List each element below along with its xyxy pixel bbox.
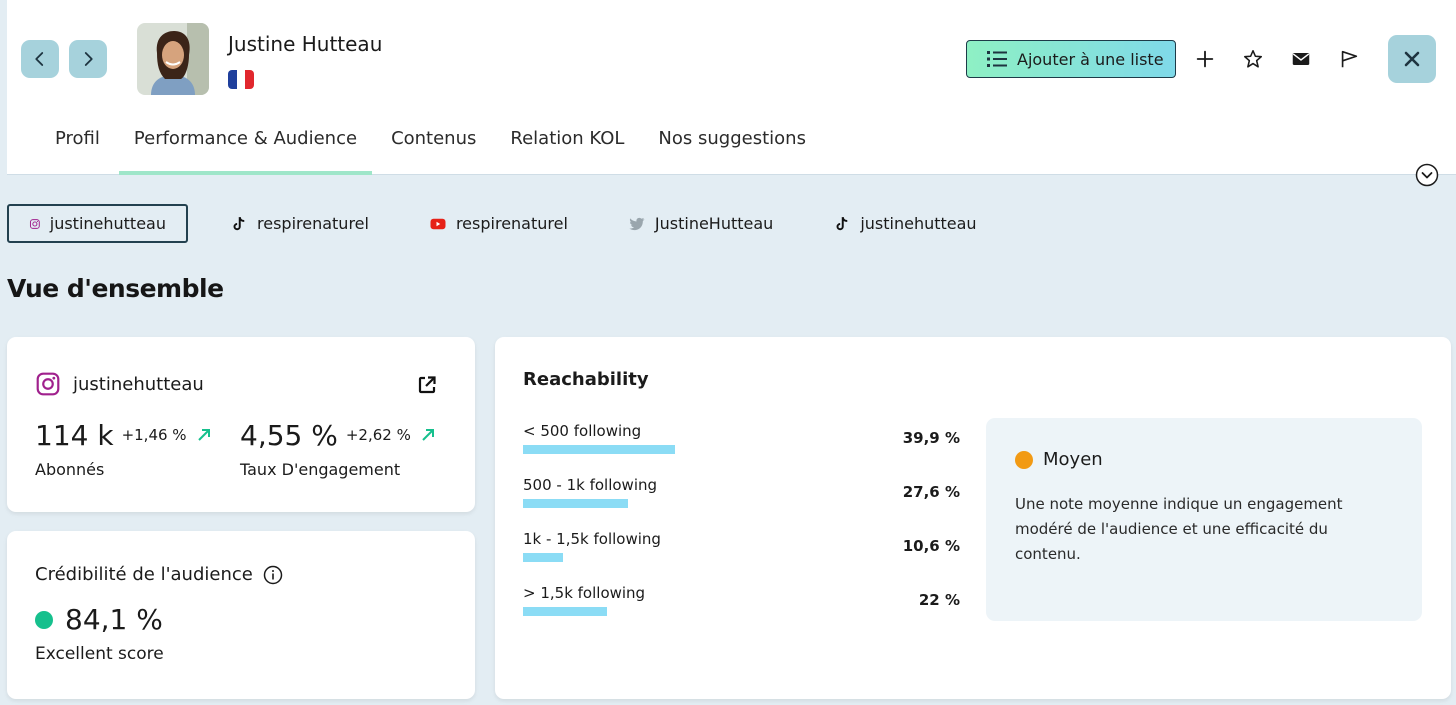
note-level: Moyen	[1043, 449, 1103, 470]
account-handle: justinehutteau	[73, 373, 204, 395]
reachability-card: Reachability < 500 following 39,9 % 500 …	[495, 337, 1451, 699]
engagement-value: 4,55 %	[240, 419, 338, 452]
twitter-icon	[629, 217, 645, 230]
france-flag-icon	[228, 70, 254, 89]
score-status-dot	[35, 610, 53, 629]
note-text: Une note moyenne indique un engagement m…	[1015, 495, 1343, 563]
engagement-stat: 4,55 % +2,62 % Taux D'engagement	[240, 419, 435, 479]
tab-performance-audience[interactable]: Performance & Audience	[118, 118, 373, 175]
note-header: Moyen	[1015, 449, 1103, 470]
chevron-right-icon	[84, 52, 93, 66]
credibility-title: Crédibilité de l'audience	[35, 564, 253, 585]
reach-bar	[523, 445, 675, 454]
audience-credibility-card: Crédibilité de l'audience 84,1 % Excelle…	[7, 531, 475, 699]
instagram-icon	[36, 372, 60, 396]
youtube-icon	[430, 218, 446, 229]
account-summary-card: justinehutteau 114 k +1,46 % Abonnés 4,55…	[7, 337, 475, 512]
favorite-button[interactable]	[1239, 45, 1267, 73]
reachability-title: Reachability	[523, 369, 649, 390]
message-button[interactable]	[1287, 45, 1315, 73]
social-tab-youtube[interactable]: respirenaturel	[409, 204, 588, 243]
engagement-label: Taux D'engagement	[240, 460, 401, 479]
next-button[interactable]	[69, 40, 107, 78]
reach-row-pct: 10,6 %	[902, 537, 960, 555]
mail-icon	[1292, 53, 1310, 65]
reach-row-label: 500 - 1k following	[523, 476, 658, 494]
credibility-value: 84,1 %	[65, 603, 163, 636]
add-to-list-label: Ajouter à une liste	[1017, 49, 1164, 69]
level-status-dot	[1015, 450, 1033, 469]
social-tab-tiktok[interactable]: respirenaturel	[210, 204, 389, 243]
reach-row: 1k - 1,5k following 10,6 %	[523, 530, 960, 570]
chevron-down-circle-icon[interactable]	[1415, 163, 1439, 187]
credibility-label: Excellent score	[35, 644, 164, 664]
engagement-delta: +2,62 %	[345, 426, 411, 444]
close-button[interactable]	[1388, 35, 1436, 83]
instagram-icon	[29, 218, 40, 229]
social-tab-label: justinehutteau	[860, 214, 977, 233]
reach-row-label: < 500 following	[523, 422, 642, 440]
profile-header: Justine Hutteau Ajouter à une liste Prof…	[7, 0, 1456, 175]
add-button[interactable]	[1191, 45, 1219, 73]
star-icon	[1243, 49, 1263, 68]
reachability-note: Moyen Une note moyenne indique un engage…	[986, 418, 1422, 621]
external-link-icon[interactable]	[417, 375, 437, 395]
plus-icon	[1196, 50, 1214, 68]
credibility-score: 84,1 %	[35, 603, 163, 636]
reach-row-pct: 22 %	[918, 591, 960, 609]
reach-bar	[523, 553, 563, 562]
section-title: Vue d'ensemble	[7, 274, 224, 303]
flag-icon	[1341, 50, 1358, 68]
reach-row-pct: 27,6 %	[902, 483, 960, 501]
social-tab-tiktok-2[interactable]: justinehutteau	[813, 204, 996, 243]
followers-value: 114 k	[35, 419, 114, 452]
profile-name: Justine Hutteau	[228, 32, 383, 56]
social-tab-label: justinehutteau	[49, 214, 166, 233]
tab-nos-suggestions[interactable]: Nos suggestions	[658, 128, 806, 149]
trend-up-icon	[422, 429, 434, 441]
close-icon	[1404, 51, 1420, 67]
social-account-tabs: justinehutteau respirenaturel respirenat…	[7, 204, 997, 243]
profile-tabs: Profil Performance & Audience Contenus R…	[7, 118, 825, 175]
add-to-list-button[interactable]: Ajouter à une liste	[966, 40, 1176, 78]
social-tab-label: JustineHutteau	[654, 214, 774, 233]
reach-row: > 1,5k following 22 %	[523, 584, 960, 624]
reach-bar	[523, 607, 607, 616]
credibility-title-row: Crédibilité de l'audience	[35, 564, 283, 585]
social-tab-label: respirenaturel	[455, 214, 568, 233]
list-icon	[987, 51, 1007, 67]
social-tab-instagram[interactable]: justinehutteau	[7, 204, 188, 243]
avatar	[137, 23, 209, 95]
tab-contenus[interactable]: Contenus	[391, 128, 477, 149]
tab-relation-kol[interactable]: Relation KOL	[510, 128, 625, 149]
tiktok-icon	[836, 216, 848, 230]
previous-button[interactable]	[21, 40, 59, 78]
reach-row-pct: 39,9 %	[902, 429, 960, 447]
report-button[interactable]	[1335, 45, 1363, 73]
tab-profil[interactable]: Profil	[55, 128, 100, 149]
social-tab-label: respirenaturel	[257, 214, 369, 233]
followers-stat: 114 k +1,46 % Abonnés	[35, 419, 211, 479]
social-tab-twitter[interactable]: JustineHutteau	[608, 204, 793, 243]
followers-delta: +1,46 %	[121, 426, 187, 444]
tiktok-icon	[233, 216, 245, 230]
chevron-left-icon	[35, 52, 44, 66]
followers-label: Abonnés	[35, 460, 105, 479]
account-handle-row: justinehutteau	[35, 371, 204, 397]
trend-up-icon	[197, 429, 210, 441]
reach-row: 500 - 1k following 27,6 %	[523, 476, 960, 516]
reach-bar	[523, 499, 628, 508]
reach-row-label: 1k - 1,5k following	[523, 530, 661, 548]
reach-row: < 500 following 39,9 %	[523, 422, 960, 462]
info-icon[interactable]	[263, 565, 283, 585]
reach-row-label: > 1,5k following	[523, 584, 646, 602]
